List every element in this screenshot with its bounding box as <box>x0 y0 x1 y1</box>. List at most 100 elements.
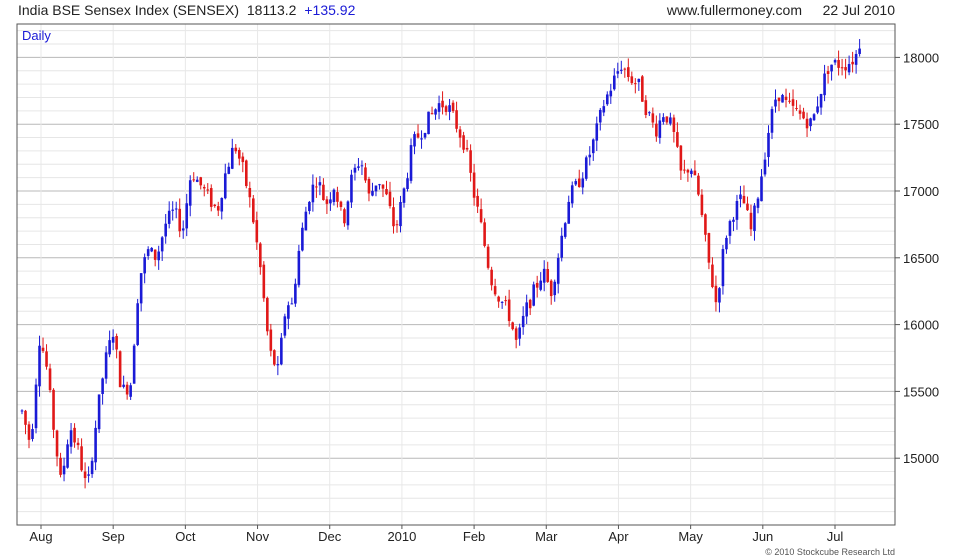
x-tick-label: Dec <box>318 529 342 544</box>
candle-body <box>840 67 844 69</box>
candle-body <box>735 200 739 220</box>
candle <box>637 78 641 91</box>
candle <box>48 363 52 393</box>
candle <box>749 204 753 237</box>
candle-body <box>413 134 416 147</box>
candle <box>223 163 227 200</box>
source-site[interactable]: www.fullermoney.com <box>666 2 802 18</box>
candle <box>41 337 45 353</box>
candle-body <box>192 179 196 181</box>
candle <box>437 95 441 120</box>
candle <box>493 278 497 297</box>
candle-body <box>781 94 784 103</box>
candle <box>360 160 364 176</box>
candle <box>20 409 24 415</box>
candle <box>791 89 795 117</box>
candle <box>427 111 430 135</box>
candle-body <box>55 430 59 457</box>
candle <box>777 97 781 112</box>
candle <box>287 301 290 330</box>
candle <box>805 112 809 138</box>
candle-body <box>97 394 101 430</box>
candle <box>504 295 507 306</box>
candle-body <box>153 249 157 260</box>
candle <box>160 236 164 261</box>
candle <box>784 88 788 108</box>
candle-body <box>830 64 833 72</box>
candle-body <box>749 212 753 230</box>
candle-body <box>556 257 560 284</box>
candle-body <box>591 139 595 154</box>
candle <box>662 113 665 125</box>
candle-body <box>609 90 613 97</box>
candle-body <box>588 154 592 158</box>
candle <box>73 423 76 448</box>
y-tick-label: 15500 <box>903 384 939 399</box>
candle <box>672 114 676 143</box>
candle <box>308 200 311 215</box>
candle-body <box>511 322 514 330</box>
candle <box>104 346 108 384</box>
candle-body <box>301 227 304 251</box>
candle-body <box>392 207 395 227</box>
candle <box>353 163 357 181</box>
candle-body <box>45 351 48 367</box>
candle-body <box>167 210 171 224</box>
candle-body <box>139 273 143 304</box>
copyright-note: © 2010 Stockcube Research Ltd <box>765 547 895 557</box>
candle-body <box>160 237 164 252</box>
candle-body <box>234 147 238 152</box>
candle <box>837 50 840 76</box>
candle <box>132 343 136 384</box>
candle-body <box>788 100 791 102</box>
candle <box>171 201 175 221</box>
candle-body <box>833 60 837 63</box>
candle <box>125 381 129 400</box>
candle-body <box>283 316 287 336</box>
candle <box>90 457 94 478</box>
candle <box>209 184 213 212</box>
candle <box>430 106 434 115</box>
candle-body <box>812 114 816 121</box>
candle-body <box>206 189 210 191</box>
candle <box>465 139 469 152</box>
candle-body <box>490 269 493 286</box>
candle-body <box>237 150 241 159</box>
candle-body <box>318 182 322 186</box>
candle <box>139 273 143 312</box>
candle <box>111 329 115 351</box>
candle <box>118 350 122 388</box>
candle-body <box>683 169 686 171</box>
candle-body <box>178 208 182 232</box>
candle <box>69 423 73 454</box>
candle <box>195 176 199 183</box>
candle <box>598 107 602 131</box>
candle-body <box>805 118 809 129</box>
candle <box>486 244 490 270</box>
candle <box>174 201 178 219</box>
candle-body <box>266 297 269 332</box>
candle <box>714 275 718 312</box>
candle-body <box>87 474 90 476</box>
candle <box>388 181 392 209</box>
candle-body <box>273 350 276 365</box>
candle-body <box>574 181 578 185</box>
candle-body <box>676 132 679 147</box>
candle <box>542 260 546 292</box>
candle <box>462 131 465 154</box>
candle <box>259 242 262 275</box>
candle-body <box>816 106 819 113</box>
candle <box>143 253 146 284</box>
candle-body <box>672 117 676 132</box>
candle <box>55 429 59 467</box>
candle-body <box>259 243 262 268</box>
candle-body <box>486 246 490 268</box>
candle <box>584 155 588 181</box>
candle-body <box>542 268 546 283</box>
x-tick-label: Apr <box>608 529 629 544</box>
candle-body <box>304 211 308 231</box>
candle <box>556 253 560 294</box>
x-tick-label: Sep <box>102 529 125 544</box>
candle <box>648 111 651 116</box>
candle-body <box>690 170 693 174</box>
